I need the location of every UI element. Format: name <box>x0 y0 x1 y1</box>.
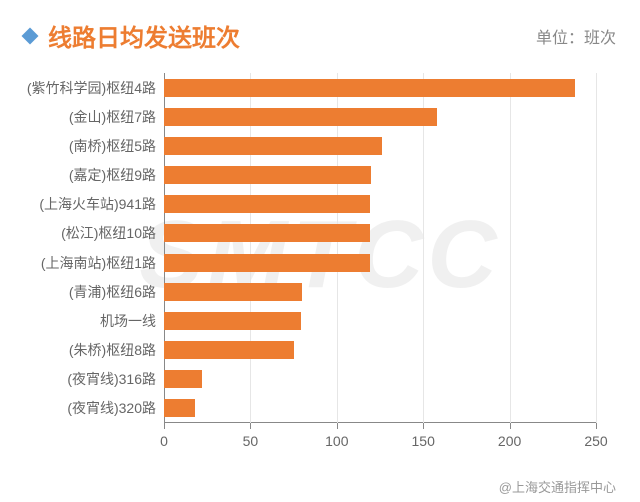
bar <box>164 312 301 330</box>
y-category-label: (紫竹科学园)枢纽4路 <box>24 78 164 98</box>
bar-row: (金山)枢纽7路 <box>164 108 596 126</box>
gridline <box>596 73 597 423</box>
bar-row: (朱桥)枢纽8路 <box>164 341 596 359</box>
bar-row: (青浦)枢纽6路 <box>164 283 596 301</box>
chart-area: SMTCC 050100150200250(紫竹科学园)枢纽4路(金山)枢纽7路… <box>24 63 616 463</box>
bar-row: (南桥)枢纽5路 <box>164 137 596 155</box>
bar-row: (紫竹科学园)枢纽4路 <box>164 79 596 97</box>
y-category-label: (金山)枢纽7路 <box>24 107 164 127</box>
attribution: @上海交通指挥中心 <box>499 477 616 496</box>
y-category-label: 机场一线 <box>24 311 164 331</box>
x-tick <box>423 423 424 429</box>
bar <box>164 254 370 272</box>
bar <box>164 283 302 301</box>
x-tick-label: 150 <box>412 433 435 449</box>
y-category-label: (上海南站)枢纽1路 <box>24 253 164 273</box>
bar-row: (松江)枢纽10路 <box>164 224 596 242</box>
diamond-icon <box>22 27 39 44</box>
x-tick <box>337 423 338 429</box>
bar <box>164 79 575 97</box>
chart-container: 线路日均发送班次 单位：班次 SMTCC 050100150200250(紫竹科… <box>0 0 640 502</box>
y-category-label: (青浦)枢纽6路 <box>24 282 164 302</box>
y-category-label: (夜宵线)316路 <box>24 369 164 389</box>
x-tick-label: 0 <box>160 433 168 449</box>
chart-title: 线路日均发送班次 <box>48 18 240 53</box>
bar-row: (夜宵线)316路 <box>164 370 596 388</box>
bar-row: (嘉定)枢纽9路 <box>164 166 596 184</box>
x-tick-label: 250 <box>584 433 607 449</box>
x-tick <box>164 423 165 429</box>
bar-row: 机场一线 <box>164 312 596 330</box>
x-tick-label: 100 <box>325 433 348 449</box>
bar <box>164 341 294 359</box>
bar-row: (上海火车站)941路 <box>164 195 596 213</box>
bar <box>164 195 370 213</box>
y-category-label: (夜宵线)320路 <box>24 398 164 418</box>
title-group: 线路日均发送班次 <box>24 18 240 53</box>
bar-row: (上海南站)枢纽1路 <box>164 254 596 272</box>
bar <box>164 370 202 388</box>
y-category-label: (南桥)枢纽5路 <box>24 136 164 156</box>
y-category-label: (朱桥)枢纽8路 <box>24 340 164 360</box>
x-tick-label: 50 <box>243 433 259 449</box>
bar <box>164 224 370 242</box>
x-tick <box>510 423 511 429</box>
bar-row: (夜宵线)320路 <box>164 399 596 417</box>
y-category-label: (嘉定)枢纽9路 <box>24 165 164 185</box>
x-axis <box>164 422 596 423</box>
x-tick <box>596 423 597 429</box>
x-tick-label: 200 <box>498 433 521 449</box>
header: 线路日均发送班次 单位：班次 <box>24 18 616 53</box>
bar <box>164 108 437 126</box>
unit-label: 单位：班次 <box>536 24 616 48</box>
y-category-label: (松江)枢纽10路 <box>24 223 164 243</box>
bar <box>164 399 195 417</box>
y-category-label: (上海火车站)941路 <box>24 194 164 214</box>
plot-area: 050100150200250(紫竹科学园)枢纽4路(金山)枢纽7路(南桥)枢纽… <box>164 73 596 423</box>
bar <box>164 166 371 184</box>
x-tick <box>250 423 251 429</box>
bar <box>164 137 382 155</box>
